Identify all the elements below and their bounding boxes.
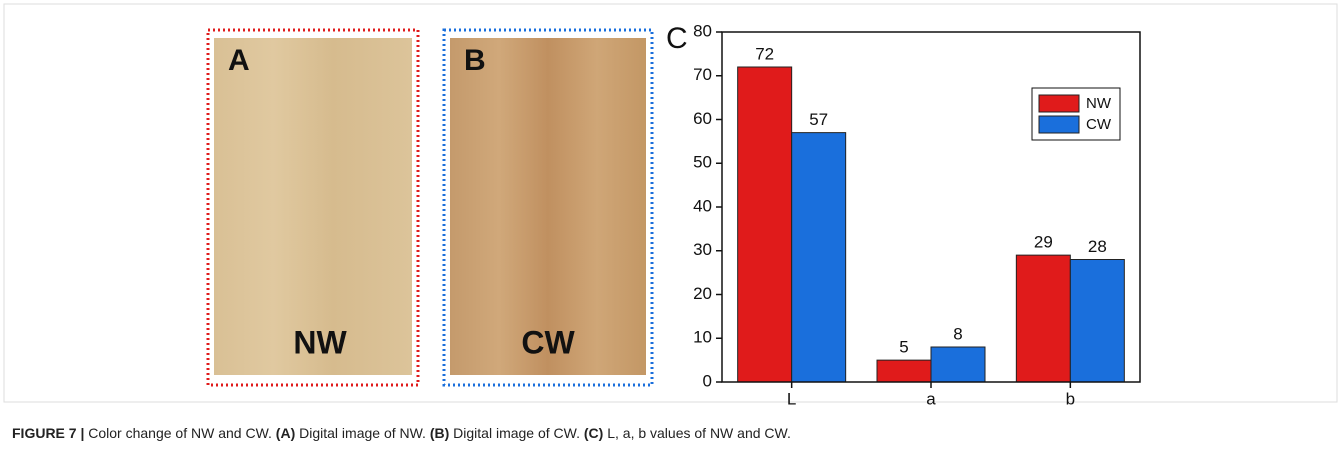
panel-letter: B [464,44,486,77]
bar-chart: 0 10 20 30 40 50 60 70 80 L 72 57 a 5 8 b 29 28 NW CW [693,21,1141,408]
x-tick-label: b [1066,389,1075,408]
bar [737,66,793,383]
y-tick-label: 30 [693,240,712,259]
y-tick-label: 40 [693,196,712,215]
bar-value-label: 57 [809,110,828,129]
bar-value-label: 8 [953,324,962,343]
bar-value-label: 29 [1034,233,1053,252]
figure-frame [3,3,1338,403]
caption-segment: (C) [583,425,604,441]
legend-label: CW [1086,116,1112,133]
panel-letter: C [666,22,688,55]
bar [791,132,847,383]
caption-segment: (B) [429,425,450,441]
panel-a-frame [206,28,420,387]
y-tick-label: 80 [693,21,712,40]
panel-b-frame [442,28,654,387]
panel-label: CW [521,324,575,360]
plot-frame [721,31,1141,383]
caption-segment: L, a, b values of NW and CW. [603,425,791,441]
bar [1069,259,1125,383]
caption-segment: Digital image of CW. [449,425,584,441]
bar [930,346,986,383]
bar [876,359,932,383]
caption-segment: (A) [275,425,296,441]
caption-segment: Digital image of NW. [295,425,430,441]
panel-letter: A [228,44,250,77]
legend-swatch [1038,115,1080,134]
y-tick-label: 10 [693,328,712,347]
bar-value-label: 5 [899,338,908,357]
caption-segment: FIGURE 7 | [12,425,85,441]
x-tick-label: a [926,389,936,408]
caption-segment: Color change of NW and CW. [84,425,276,441]
wood-image-b [450,38,646,375]
y-tick-label: 20 [693,284,712,303]
y-tick-label: 60 [693,109,712,128]
y-tick-label: 0 [703,371,712,390]
bar-value-label: 28 [1088,237,1107,256]
panel-label: NW [293,324,347,360]
x-tick-label: L [787,389,796,408]
y-tick-label: 50 [693,153,712,172]
y-tick-label: 70 [693,65,712,84]
bar [1015,254,1071,383]
legend-label: NW [1086,95,1112,112]
wood-image-a [214,38,412,375]
bar-value-label: 72 [755,44,774,63]
legend-swatch [1038,94,1080,113]
caption: FIGURE 7 | Color change of NW and CW. (A… [12,425,791,441]
